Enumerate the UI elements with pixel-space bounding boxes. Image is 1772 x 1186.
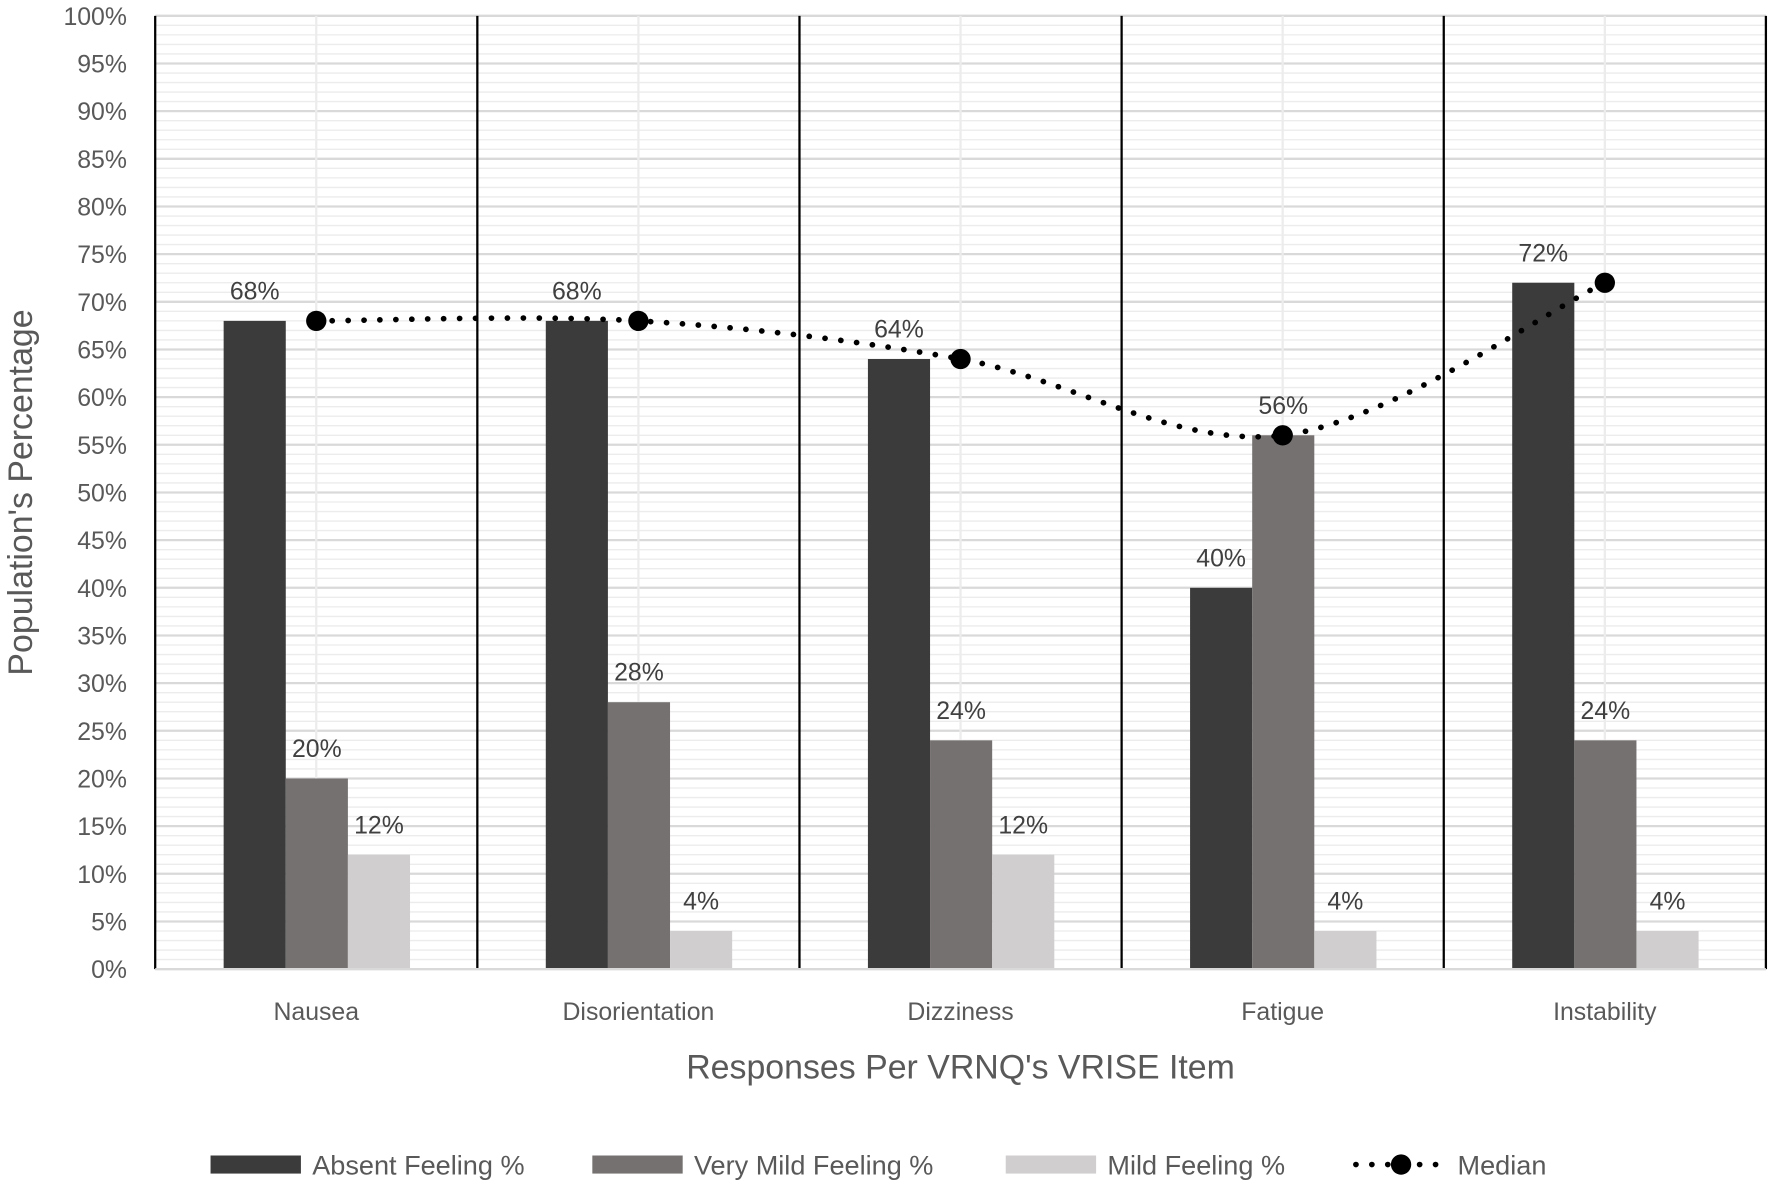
median-line — [306, 272, 1615, 446]
data-label: 24% — [936, 698, 986, 725]
data-label: 12% — [354, 812, 404, 839]
x-category-label: Fatigue — [1241, 999, 1324, 1026]
y-tick-label: 60% — [77, 385, 127, 412]
y-tick-label: 75% — [77, 242, 127, 269]
bar-absent-feeling — [1190, 587, 1253, 970]
x-category-label: Disorientation — [563, 999, 715, 1026]
bar-mild-feeling — [670, 930, 733, 970]
bar-mild-feeling — [347, 854, 411, 970]
data-label: 56% — [1258, 393, 1308, 420]
x-category-label: Instability — [1553, 999, 1657, 1026]
bar-very-mild-feeling — [607, 702, 671, 970]
y-axis-ticks: 0% 5% 10% 15% 20% 25% 30% 35% 40% 45% 50% 55% 60% 65%… — [63, 4, 127, 984]
bar-absent-feeling — [223, 320, 286, 970]
legend-label: Absent Feeling % — [312, 1150, 524, 1181]
bar-very-mild-feeling — [930, 740, 993, 970]
category-separators — [154, 15, 1768, 971]
bar-very-mild-feeling — [1574, 740, 1637, 970]
x-category-label: Nausea — [273, 999, 359, 1026]
median-marker — [1594, 272, 1615, 293]
median-marker — [306, 310, 327, 332]
y-tick-label: 95% — [77, 52, 127, 79]
y-tick-label: 40% — [77, 576, 127, 603]
data-label: 4% — [1650, 889, 1686, 916]
data-labels: 68% 20% 12% 68% 28% 4% 64% 24% 12% 40% 56% 4% 72% 24%… — [230, 240, 1686, 915]
y-tick-label: 35% — [77, 624, 127, 651]
y-tick-label: 70% — [77, 290, 127, 317]
median-marker — [628, 310, 649, 332]
data-label: 72% — [1518, 240, 1568, 267]
median-marker — [1272, 425, 1293, 446]
x-axis-categories: Nausea Disorientation Dizziness Fatigue Inst… — [273, 999, 1657, 1026]
y-tick-label: 55% — [77, 433, 127, 460]
legend-swatch-0 — [210, 1155, 301, 1174]
bar-mild-feeling — [992, 854, 1055, 970]
x-axis-title: Responses Per VRNQ's VRISE Item — [686, 1049, 1235, 1087]
data-label: 68% — [552, 278, 602, 305]
bar-absent-feeling — [867, 359, 931, 970]
bar-mild-feeling — [1636, 930, 1699, 970]
y-tick-label: 20% — [77, 767, 127, 794]
data-label: 68% — [230, 278, 280, 305]
y-tick-label: 25% — [77, 719, 127, 746]
y-tick-label: 10% — [77, 862, 127, 889]
y-tick-label: 30% — [77, 671, 127, 698]
data-label: 4% — [683, 889, 719, 916]
legend: Absent Feeling % Very Mild Feeling % Mild … — [210, 1150, 1547, 1181]
y-tick-label: 100% — [63, 4, 127, 31]
median-curve — [313, 279, 1608, 440]
y-tick-label: 85% — [77, 147, 127, 174]
data-label: 64% — [874, 317, 924, 344]
data-label: 40% — [1196, 545, 1246, 572]
data-label: 12% — [998, 812, 1048, 839]
data-label: 20% — [292, 736, 342, 763]
y-tick-label: 50% — [77, 481, 127, 508]
data-label: 24% — [1581, 698, 1631, 725]
bar-absent-feeling — [545, 320, 608, 970]
legend-label: Median — [1458, 1150, 1547, 1181]
data-label: 4% — [1327, 889, 1363, 916]
y-tick-label: 90% — [77, 99, 127, 126]
bar-very-mild-feeling — [285, 778, 348, 970]
data-label: 28% — [614, 660, 664, 687]
y-axis-title: Population's Percentage — [2, 309, 40, 675]
bar-very-mild-feeling — [1252, 435, 1315, 970]
bar-mild-feeling — [1314, 930, 1377, 970]
y-tick-label: 0% — [91, 957, 127, 984]
y-tick-label: 15% — [77, 814, 127, 841]
legend-swatch-1 — [592, 1155, 683, 1174]
y-tick-label: 80% — [77, 195, 127, 222]
y-tick-label: 65% — [77, 338, 127, 365]
legend-label: Very Mild Feeling % — [694, 1150, 933, 1181]
bars — [223, 282, 1699, 970]
legend-label: Mild Feeling % — [1107, 1150, 1285, 1181]
bar-absent-feeling — [1512, 282, 1575, 970]
y-tick-label: 5% — [91, 910, 127, 937]
x-category-label: Dizziness — [907, 999, 1013, 1026]
legend-swatch-2 — [1005, 1155, 1097, 1174]
legend-marker-median — [1390, 1154, 1412, 1175]
y-tick-label: 45% — [77, 528, 127, 555]
median-marker — [950, 348, 971, 370]
